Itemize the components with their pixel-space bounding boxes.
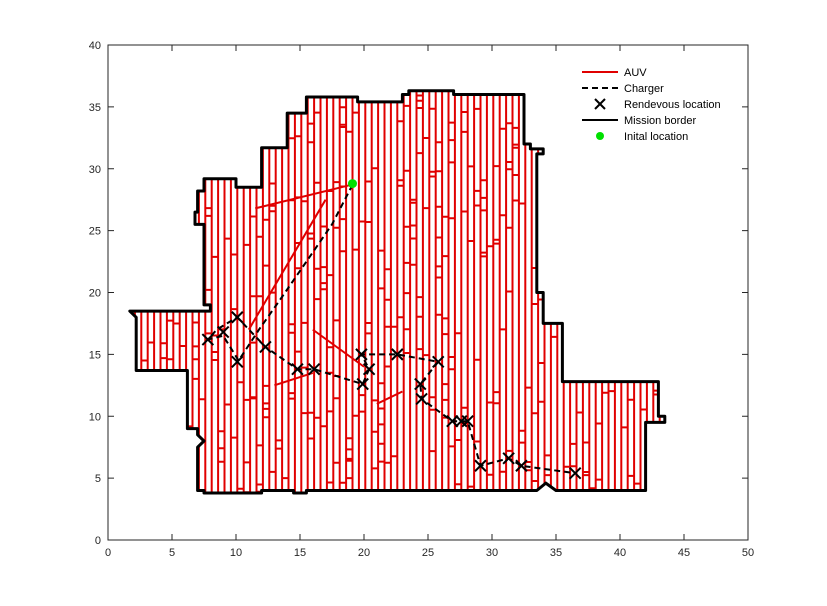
y-tick-label: 0 [95, 535, 101, 547]
y-tick-label: 35 [89, 102, 101, 114]
rendezvous-marker-stroke [446, 414, 459, 428]
charger-line [204, 184, 576, 475]
y-tick-label: 10 [89, 411, 101, 423]
rendezvous-marker [415, 392, 428, 406]
rendezvous-marker [231, 311, 244, 324]
rendezvous-markers [201, 311, 582, 480]
legend-label: Inital location [624, 131, 688, 143]
mission-border [128, 89, 667, 495]
y-tick-label: 30 [89, 164, 101, 176]
legend-swatch-rendezvous [594, 98, 606, 110]
rendezvous-marker [216, 325, 230, 339]
rendezvous-marker [291, 363, 304, 376]
legend-swatch-initial [596, 132, 604, 140]
legend-label: Charger [624, 83, 664, 95]
auv-transit-leg [274, 371, 314, 387]
x-tick-label: 20 [358, 547, 370, 559]
x-tick-label: 0 [105, 547, 111, 559]
rendezvous-marker-stroke [231, 355, 244, 369]
legend-entry: Inital location [596, 131, 688, 143]
auv-transit-leg [247, 199, 327, 331]
rendezvous-marker-stroke [362, 363, 376, 376]
auv-transit-leg [312, 328, 365, 368]
legend-label: AUV [624, 67, 647, 79]
x-tick-label: 15 [294, 547, 306, 559]
rendezvous-marker [432, 355, 445, 369]
rendezvous-marker-stroke [216, 325, 230, 339]
rendezvous-marker [502, 452, 515, 465]
mission-border-line [128, 89, 667, 495]
rendezvous-marker [201, 333, 215, 346]
rendezvous-marker-stroke [391, 348, 404, 361]
rendezvous-marker-stroke [259, 340, 272, 354]
rendezvous-marker-stroke [291, 363, 304, 376]
rendezvous-marker-stroke [415, 392, 428, 406]
legend-label: Rendevous location [624, 99, 721, 111]
rendezvous-marker-stroke [515, 459, 528, 472]
rendezvous-marker [259, 340, 272, 354]
x-tick-label: 30 [486, 547, 498, 559]
charger-path [204, 184, 576, 475]
y-tick-label: 25 [89, 226, 101, 238]
legend-entry: Charger [582, 83, 664, 95]
rendezvous-marker-stroke [461, 414, 474, 428]
rendezvous-marker [391, 348, 404, 361]
rendezvous-marker-stroke [356, 377, 369, 391]
rendezvous-marker [461, 414, 474, 428]
rendezvous-marker [356, 377, 369, 391]
rendezvous-marker-stroke [474, 459, 487, 472]
rendezvous-marker-stroke [432, 355, 445, 369]
y-tick-label: 20 [89, 288, 101, 300]
x-tick-label: 50 [742, 547, 754, 559]
rendezvous-marker-stroke [307, 363, 321, 376]
rendezvous-marker-stroke [414, 377, 427, 391]
legend-entry: Mission border [582, 115, 696, 127]
rendezvous-marker [568, 466, 582, 480]
rendezvous-marker [355, 348, 368, 361]
rendezvous-marker [414, 377, 427, 391]
rendezvous-marker-stroke [568, 466, 582, 480]
legend-label: Mission border [624, 115, 696, 127]
rendezvous-marker [515, 459, 528, 472]
rendezvous-marker-stroke [201, 333, 215, 346]
rendezvous-marker-stroke [231, 311, 244, 324]
legend-entry: AUV [582, 67, 647, 79]
auv-transit-leg [376, 390, 403, 405]
initial-location-marker [347, 179, 357, 189]
y-tick-label: 40 [89, 40, 101, 52]
auv-transit-leg [254, 183, 352, 210]
rendezvous-marker [474, 459, 487, 472]
rendezvous-marker-stroke [355, 348, 368, 361]
x-tick-label: 10 [230, 547, 242, 559]
rendezvous-marker [446, 414, 459, 428]
x-tick-label: 25 [422, 547, 434, 559]
rendezvous-marker [362, 363, 376, 376]
rendezvous-marker [231, 355, 244, 369]
x-tick-label: 45 [678, 547, 690, 559]
y-tick-label: 15 [89, 349, 101, 361]
axes: 0 5 10 15 20 25 30 35 40 45 50 0 5 10 15 20 25 30 35 40 [89, 40, 754, 559]
x-tick-label: 35 [550, 547, 562, 559]
rendezvous-marker-stroke [502, 452, 515, 465]
x-tick-label: 40 [614, 547, 626, 559]
legend-entry: Rendevous location [594, 98, 721, 111]
y-tick-label: 5 [95, 473, 101, 485]
x-tick-label: 5 [169, 547, 175, 559]
initial-location-dot [347, 179, 357, 189]
rendezvous-marker [307, 363, 321, 376]
legend: AUV Charger Rendevous location Mission bord… [582, 67, 721, 143]
